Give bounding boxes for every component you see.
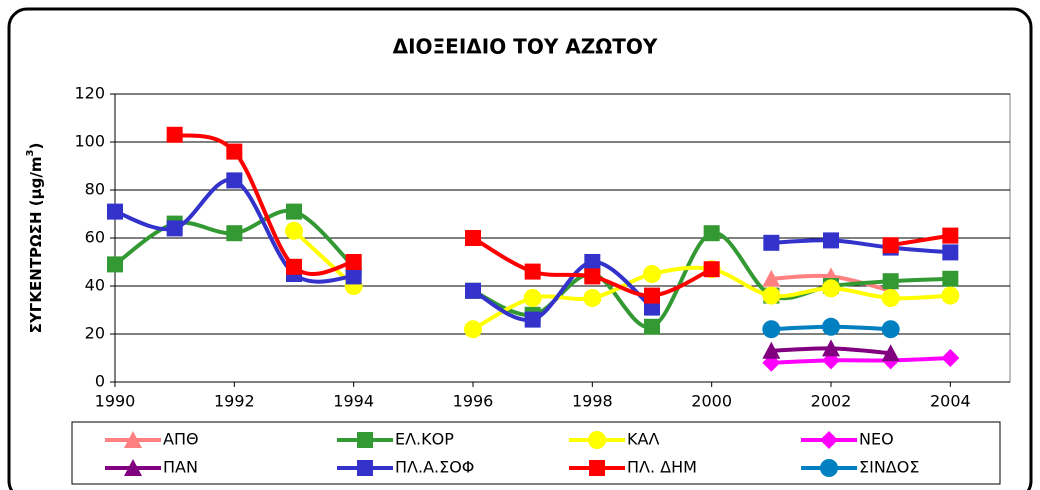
marker [822, 317, 840, 336]
legend-label: ΑΠΘ [163, 430, 199, 449]
y-tick-label: 60 [85, 228, 105, 247]
y-tick-label: 120 [74, 84, 105, 103]
legend-label: ΠΑΝ [163, 458, 198, 477]
marker [226, 225, 243, 242]
series-line [771, 356, 951, 365]
marker [882, 273, 899, 290]
marker [762, 286, 781, 305]
marker [941, 286, 960, 305]
marker [584, 268, 601, 285]
marker [583, 289, 602, 307]
y-tick-label: 20 [85, 324, 105, 343]
marker [226, 172, 243, 189]
marker [942, 227, 959, 244]
marker [524, 263, 541, 280]
marker [107, 203, 123, 220]
y-axis-label: ΣΥΓΚΕΝΤΡΩΣΗ (μg/m3) [25, 143, 45, 334]
marker [644, 318, 660, 335]
marker [823, 232, 839, 249]
marker [524, 311, 541, 328]
marker [357, 432, 373, 448]
marker [881, 320, 900, 339]
marker [762, 269, 781, 287]
marker [822, 279, 840, 298]
y-tick-label: 40 [85, 276, 105, 295]
y-tick-label: 100 [74, 132, 105, 151]
chart-title: ΔΙΟΞΕΙΔΙΟ ΤΟΥ ΑΖΩΤΟΥ [393, 35, 658, 59]
marker [941, 349, 960, 367]
marker [357, 460, 373, 476]
marker [286, 258, 302, 275]
legend-label: ΠΛ.Α.ΣΟΦ [395, 458, 474, 477]
marker [703, 261, 720, 278]
marker [345, 268, 362, 285]
marker [881, 289, 900, 307]
x-tick-label: 2004 [930, 392, 971, 411]
marker [762, 341, 781, 359]
marker [285, 221, 303, 240]
marker [166, 220, 183, 237]
marker [942, 244, 959, 261]
marker [643, 265, 661, 283]
y-tick-label: 80 [85, 180, 105, 199]
marker [644, 287, 660, 304]
marker [820, 431, 838, 449]
marker [942, 270, 959, 287]
y-axis-label-end: ) [27, 143, 45, 150]
series-line [174, 132, 355, 276]
marker [881, 344, 900, 362]
legend-label: ΠΛ. ΔΗΜ [627, 458, 697, 477]
y-axis-label-text: ΣΥΓΚΕΝΤΡΩΣΗ (μg/m [27, 156, 45, 333]
marker [465, 282, 481, 299]
marker [762, 320, 781, 339]
marker [107, 256, 123, 273]
marker [124, 459, 142, 476]
marker [465, 230, 481, 246]
legend-label: ΕΛ.ΚΟΡ [395, 430, 454, 449]
x-tick-label: 2000 [691, 392, 732, 411]
marker [226, 143, 243, 160]
x-tick-label: 2002 [811, 392, 852, 411]
marker [763, 234, 780, 251]
marker [345, 254, 362, 270]
x-tick-label: 1990 [95, 392, 136, 411]
x-tick-label: 1998 [572, 392, 613, 411]
legend-label: ΣΙΝΔΟΣ [859, 458, 919, 477]
marker [166, 126, 183, 143]
y-tick-label: 0 [95, 372, 105, 391]
marker [124, 431, 142, 448]
marker [882, 237, 899, 254]
marker [588, 431, 606, 449]
marker [820, 459, 838, 477]
x-tick-label: 1996 [453, 392, 494, 411]
series-line [471, 260, 654, 323]
marker [822, 339, 840, 357]
legend-label: ΚΑΛ [627, 430, 659, 449]
x-tick-label: 1994 [333, 392, 374, 411]
marker [523, 289, 542, 307]
marker [464, 320, 482, 339]
marker [703, 225, 720, 242]
y-axis-label-sup: 3 [25, 149, 36, 156]
legend-box [71, 421, 1001, 485]
marker [589, 460, 605, 476]
series-line [771, 238, 951, 255]
marker [584, 254, 601, 270]
x-tick-label: 1992 [214, 392, 255, 411]
legend-label: ΝΕΟ [859, 430, 894, 449]
marker [286, 203, 302, 220]
